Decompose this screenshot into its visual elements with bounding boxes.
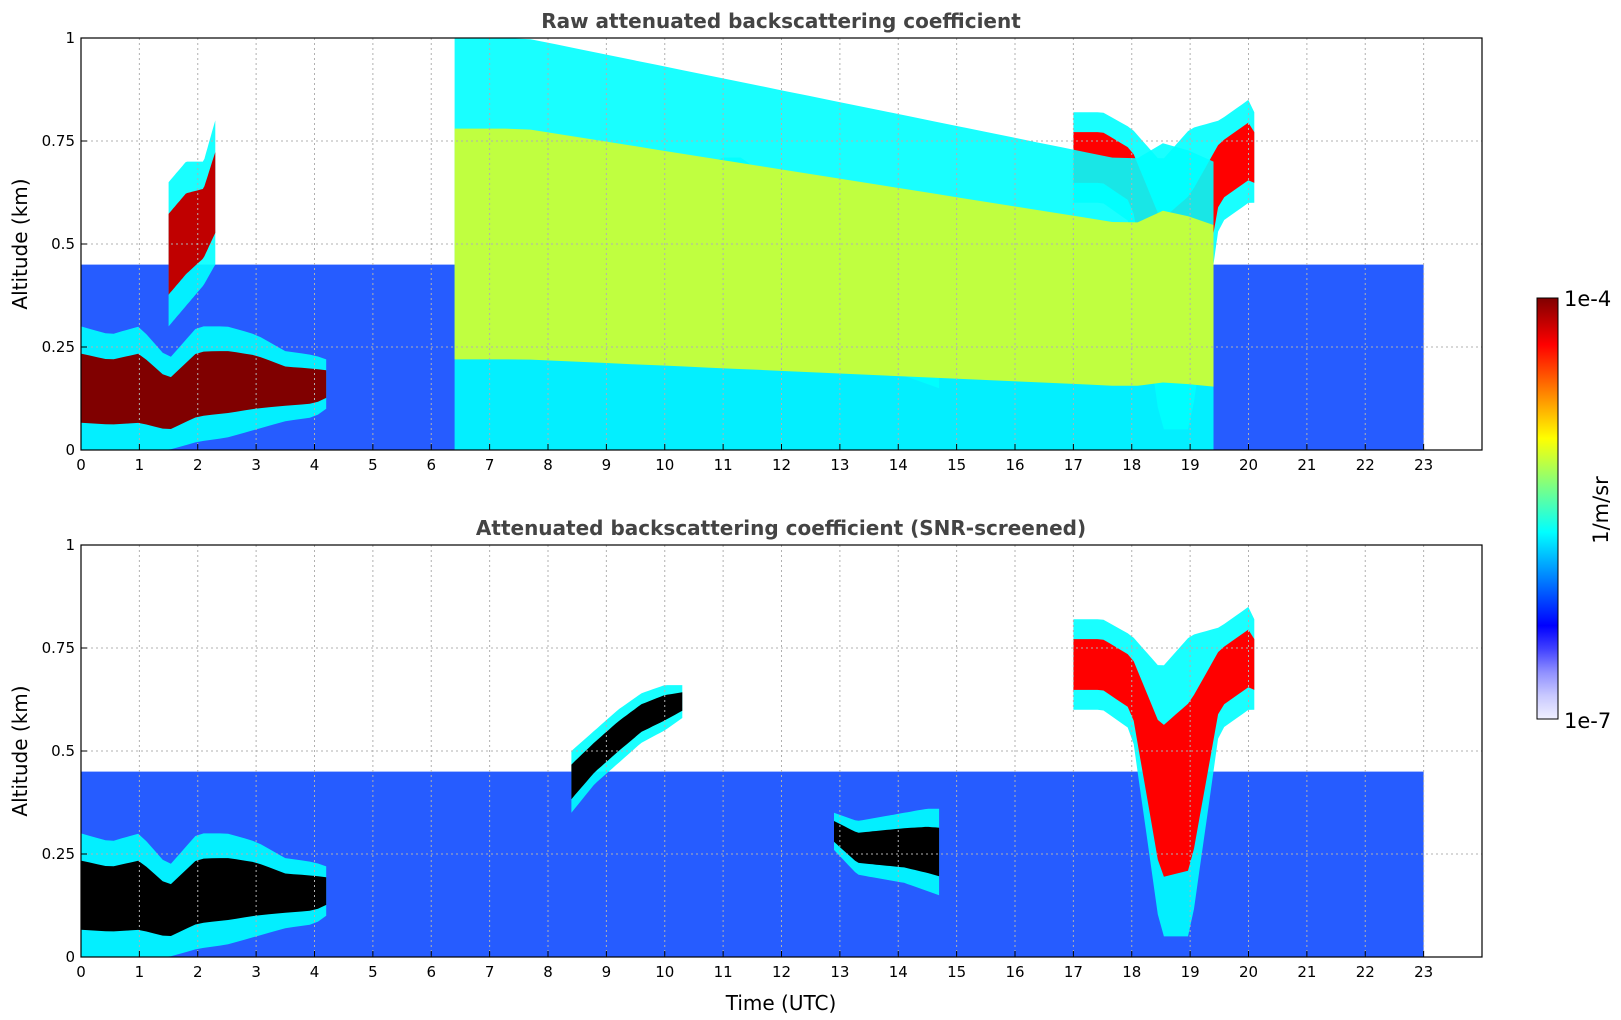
- x-tick-label: 0: [76, 456, 86, 474]
- x-tick-label: 4: [310, 963, 320, 981]
- y-tick-label: 0.75: [42, 639, 75, 657]
- x-tick-label: 22: [1356, 963, 1375, 981]
- colorbar-unit-label: 1/m/sr: [1589, 476, 1613, 544]
- colorbar-frame: [1536, 297, 1559, 720]
- x-tick-label: 12: [772, 456, 791, 474]
- feature-3-core: [1073, 629, 1255, 877]
- panel-raw-title: Raw attenuated backscattering coefficien…: [541, 9, 1021, 33]
- y-tick-label: 0.5: [51, 742, 75, 760]
- x-tick-label: 3: [251, 456, 261, 474]
- x-tick-label: 1: [135, 456, 145, 474]
- x-tick-label: 14: [889, 456, 908, 474]
- x-tick-label: 3: [251, 963, 261, 981]
- x-tick-label: 9: [602, 963, 612, 981]
- feature-1-core: [168, 152, 216, 295]
- x-tick-label: 11: [714, 456, 733, 474]
- y-tick-label: 0: [65, 948, 75, 966]
- colorbar-gradient: [1537, 298, 1558, 719]
- x-tick-label: 16: [1005, 456, 1024, 474]
- x-tick-label: 7: [485, 456, 495, 474]
- panel-screened: Attenuated backscattering coefficient (S…: [8, 516, 1483, 1015]
- x-tick-label: 17: [1064, 963, 1083, 981]
- x-tick-label: 23: [1414, 963, 1433, 981]
- x-axis-label: Time (UTC): [725, 991, 837, 1015]
- panel-raw-x-ticks: 0 1 2 3 4 5 6 7 8 9 10 11 12 13 14 15 16 17 18 19 20 21 22 23: [76, 444, 1433, 474]
- panel-screened-heatmap: [81, 606, 1424, 957]
- panel-screened-title: Attenuated backscattering coefficient (S…: [476, 516, 1086, 540]
- panel-raw: Raw attenuated backscattering coefficien…: [8, 9, 1483, 474]
- colorbar-min-label: 1e-7: [1564, 709, 1611, 733]
- y-tick-label: 0.25: [42, 845, 75, 863]
- x-tick-label: 8: [543, 456, 553, 474]
- feature-0-core: [81, 351, 327, 429]
- x-tick-label: 20: [1239, 963, 1258, 981]
- y-tick-label: 0: [65, 441, 75, 459]
- x-tick-label: 15: [947, 963, 966, 981]
- panel-raw-y-axis-label: Altitude (km): [8, 178, 32, 309]
- colorbar: 1e-4 1e-7 1/m/sr: [1536, 287, 1613, 733]
- x-tick-label: 13: [830, 456, 849, 474]
- panel-raw-y-ticks: 0 0.25 0.5 0.75 1: [42, 29, 87, 459]
- feature-1-core: [571, 692, 683, 800]
- x-tick-label: 23: [1414, 456, 1433, 474]
- panel-screened-grid: [81, 545, 1482, 957]
- x-tick-label: 1: [135, 963, 145, 981]
- x-tick-label: 21: [1297, 456, 1316, 474]
- x-tick-label: 8: [543, 963, 553, 981]
- feature-0-core: [81, 858, 327, 936]
- feature-6-core: [454, 128, 1214, 387]
- colorbar-max-label: 1e-4: [1564, 287, 1611, 311]
- x-tick-label: 6: [426, 963, 436, 981]
- x-tick-label: 12: [772, 963, 791, 981]
- panel-screened-x-ticks: 0 1 2 3 4 5 6 7 8 9 10 11 12 13 14 15 16 17 18 19 20 21 22 23: [76, 951, 1433, 981]
- x-tick-label: 9: [602, 456, 612, 474]
- x-tick-label: 5: [368, 456, 378, 474]
- x-tick-label: 19: [1181, 456, 1200, 474]
- x-tick-label: 6: [426, 456, 436, 474]
- x-tick-label: 5: [368, 963, 378, 981]
- panel-screened-y-ticks: 0 0.25 0.5 0.75 1: [42, 536, 87, 966]
- x-tick-label: 14: [889, 963, 908, 981]
- panel-raw-heatmap: [81, 38, 1424, 450]
- x-tick-label: 0: [76, 963, 86, 981]
- x-tick-label: 18: [1122, 963, 1141, 981]
- x-tick-label: 7: [485, 963, 495, 981]
- x-tick-label: 22: [1356, 456, 1375, 474]
- x-tick-label: 2: [193, 963, 203, 981]
- x-tick-label: 21: [1297, 963, 1316, 981]
- x-tick-label: 16: [1005, 963, 1024, 981]
- panel-screened-y-axis-label: Altitude (km): [8, 685, 32, 816]
- x-tick-label: 10: [655, 456, 674, 474]
- y-tick-label: 1: [65, 536, 75, 554]
- x-tick-label: 19: [1181, 963, 1200, 981]
- y-tick-label: 0.25: [42, 338, 75, 356]
- y-tick-label: 1: [65, 29, 75, 47]
- x-tick-label: 10: [655, 963, 674, 981]
- x-tick-label: 13: [830, 963, 849, 981]
- x-tick-label: 2: [193, 456, 203, 474]
- x-tick-label: 15: [947, 456, 966, 474]
- y-tick-label: 0.75: [42, 132, 75, 150]
- y-tick-label: 0.5: [51, 235, 75, 253]
- x-tick-label: 17: [1064, 456, 1083, 474]
- x-tick-label: 11: [714, 963, 733, 981]
- x-tick-label: 20: [1239, 456, 1258, 474]
- feature-2-core: [834, 821, 940, 877]
- x-tick-label: 18: [1122, 456, 1141, 474]
- panel-raw-grid: [81, 38, 1482, 450]
- x-tick-label: 4: [310, 456, 320, 474]
